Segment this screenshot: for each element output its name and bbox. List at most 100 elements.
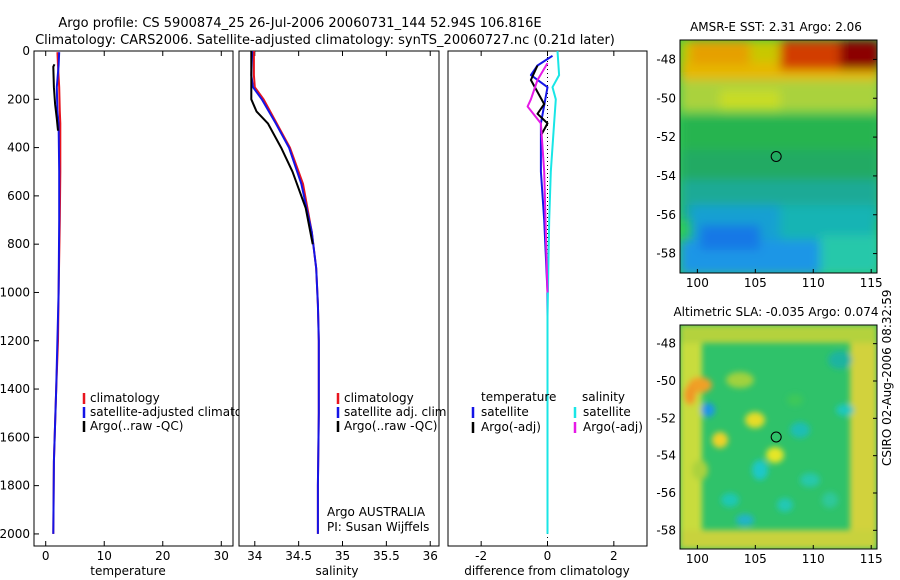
temperature-ytick-label: 1800: [0, 479, 30, 493]
series-line-temperature-argo-adj-: [529, 65, 549, 136]
sla-map-ytick-label: -58: [656, 523, 676, 537]
sla-field: [680, 325, 877, 549]
sla-color-spot: [712, 432, 728, 448]
sla-color-patch: [680, 530, 877, 549]
sla-color-spot: [800, 473, 820, 487]
salinity-panel: 34 34.5 35 35.5 36 salinity climatologysatel…: [238, 50, 450, 578]
salinity-xlabel: salinity: [315, 564, 358, 578]
csiro-timestamp: CSIRO 02-Aug-2006 08:32:59: [880, 290, 894, 466]
sla-map-panel: Altimetric SLA: -0.035 Argo: 0.074 100 10…: [656, 305, 882, 566]
difference-xtick-label: 0: [544, 549, 552, 563]
temperature-xtick-label: 30: [214, 549, 229, 563]
difference-panel: -2 0 2 difference from climatology tempera…: [447, 50, 648, 578]
sst-field: [680, 40, 877, 273]
sst-color-patch: [840, 40, 877, 70]
temperature-ytick-label: 2000: [0, 527, 30, 541]
sst-map-xtick-label: 115: [860, 276, 883, 290]
figure-title-line1: Argo profile: CS 5900874_25 26-Jul-2006 …: [58, 16, 541, 31]
sla-color-spot: [726, 372, 754, 388]
temperature-axes-box: [33, 50, 234, 547]
pi-annotation: PI: Susan Wijffels: [327, 520, 429, 534]
sla-map-xtick-label: 100: [686, 552, 709, 566]
sst-map-ytick-label: -56: [656, 208, 676, 222]
sla-map-ytick-label: -50: [656, 374, 676, 388]
sst-map-xtick-label: 105: [744, 276, 767, 290]
sst-color-patch: [690, 40, 750, 65]
sla-color-spot: [701, 403, 715, 417]
temperature-plot-layer: 0 10 20 30 0 200 400 600 800 1000 1200 1400 1600 1800…: [0, 44, 229, 563]
legend-entry: satellite: [583, 405, 631, 419]
temperature-ytick-label: 600: [7, 189, 30, 203]
legend-entry: Argo(-adj): [481, 420, 541, 434]
sla-map-frame: [679, 324, 878, 550]
temperature-xtick-label: 10: [97, 549, 112, 563]
figure-title-line2: Climatology: CARS2006. Satellite-adjuste…: [35, 33, 615, 48]
temperature-ytick-label: 1000: [0, 285, 30, 299]
legend-entry: climatology: [344, 391, 414, 405]
temperature-xlabel: temperature: [90, 564, 165, 578]
sla-color-spot: [692, 460, 708, 480]
sla-color-spot: [745, 412, 765, 428]
temperature-xtick-label: 20: [155, 549, 170, 563]
temperature-ytick-label: 200: [7, 92, 30, 106]
sst-map-axes: 100 105 110 115 -48 -50 -52 -54 -56 -58: [656, 52, 882, 290]
sst-color-patch: [820, 235, 877, 273]
legend-entry: climatology: [90, 391, 160, 405]
sla-field-blobs: [680, 325, 877, 549]
series-line-argo-raw-qc-: [250, 51, 314, 245]
sla-map-xtick-label: 110: [802, 552, 825, 566]
sst-map-ytick-label: -48: [656, 52, 676, 66]
sst-color-patch: [720, 90, 780, 110]
sla-color-patch: [680, 325, 702, 549]
argo-float-location-marker: [770, 151, 782, 162]
temperature-panel: 0 10 20 30 0 200 400 600 800 1000 1200 1400 1600 1800…: [0, 44, 268, 578]
series-line-argo-raw-qc-: [52, 63, 59, 131]
legend-entry: satellite: [481, 405, 529, 419]
temperature-ytick-label: 1600: [0, 430, 30, 444]
salinity-xtick-label: 36: [423, 549, 438, 563]
sst-field-blobs: [680, 40, 877, 273]
sla-color-spot: [836, 404, 854, 416]
salinity-xtick-label: 35.5: [373, 549, 400, 563]
sst-color-patch: [780, 205, 877, 240]
difference-xtick-label: 2: [610, 549, 618, 563]
sla-color-spot: [790, 422, 810, 438]
temperature-ytick-label: 400: [7, 141, 30, 155]
argo-australia-annotation: Argo AUSTRALIA: [327, 505, 426, 519]
argo-float-location-marker: [770, 431, 782, 443]
sst-map-xtick-label: 100: [686, 276, 709, 290]
salinity-xtick-label: 35: [335, 549, 350, 563]
sla-map-ytick-label: -48: [656, 337, 676, 351]
legend-header-salinity: salinity: [582, 390, 625, 404]
series-line-satellite-adjusted-climatology: [52, 52, 61, 534]
sla-color-spot: [828, 351, 852, 369]
temperature-ytick-label: 0: [22, 44, 30, 58]
sla-map-xtick-label: 105: [744, 552, 767, 566]
legend-entry: Argo(-adj): [583, 420, 643, 434]
sla-color-spot: [777, 498, 793, 512]
salinity-plot-layer: 34 34.5 35 35.5 36: [247, 50, 438, 563]
sst-map-frame: [679, 39, 878, 274]
sla-map-ytick-label: -52: [656, 411, 676, 425]
sla-map-axes: 100 105 110 115 -48 -50 -52 -54 -56 -58: [656, 337, 882, 566]
temperature-xtick-label: 0: [42, 549, 50, 563]
sla-color-spot: [752, 460, 768, 480]
sst-map-xtick-label: 110: [802, 276, 825, 290]
salinity-xtick-label: 34: [247, 549, 262, 563]
sla-color-spot: [787, 394, 803, 406]
difference-legend: temperature salinitysatelliteArgo(-adj)sa…: [471, 390, 643, 434]
sla-color-spot: [684, 385, 696, 405]
sst-map-ytick-label: -50: [656, 91, 676, 105]
sst-map-title: AMSR-E SST: 2.31 Argo: 2.06: [690, 20, 862, 34]
legend-entry: Argo(..raw -QC): [90, 419, 183, 433]
sst-map-ytick-label: -54: [656, 169, 676, 183]
temperature-ytick-label: 1200: [0, 334, 30, 348]
sla-map-xtick-label: 115: [860, 552, 883, 566]
sla-map-title: Altimetric SLA: -0.035 Argo: 0.074: [673, 305, 878, 319]
salinity-xtick-label: 34.5: [285, 549, 312, 563]
sla-color-patch: [850, 325, 877, 549]
sla-map-ytick-label: -54: [656, 449, 676, 463]
sst-color-patch: [700, 225, 760, 250]
difference-xlabel: difference from climatology: [464, 564, 630, 578]
